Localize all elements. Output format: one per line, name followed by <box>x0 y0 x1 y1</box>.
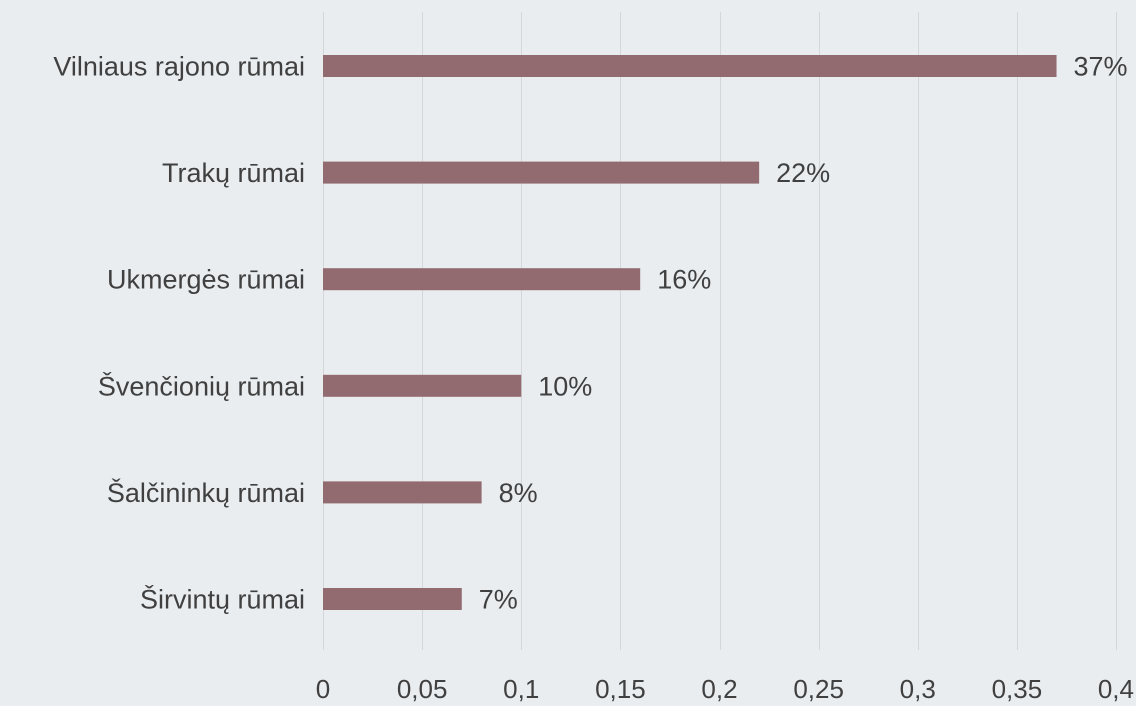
x-tick-label: 0 <box>316 674 330 704</box>
x-tick-label: 0,25 <box>793 674 844 704</box>
data-label: 22% <box>776 158 830 188</box>
category-label: Trakų rūmai <box>162 158 305 188</box>
x-tick-label: 0,4 <box>1098 674 1134 704</box>
data-label: 37% <box>1074 52 1128 82</box>
gridlines <box>323 12 1117 650</box>
bar <box>323 55 1057 77</box>
data-label: 8% <box>499 478 538 508</box>
data-label: 7% <box>479 585 518 615</box>
category-label: Šalčininkų rūmai <box>107 477 305 508</box>
x-tick-label: 0,15 <box>595 674 646 704</box>
bar <box>323 161 760 184</box>
category-labels: Vilniaus rajono rūmai Trakų rūmai Ukmergės… <box>53 52 305 615</box>
x-tick-label: 0,05 <box>397 674 448 704</box>
bar <box>323 374 522 397</box>
category-label: Švenčionių rūmai <box>98 370 305 401</box>
data-labels: 37% 22% 16% 10% 8% 7% <box>479 52 1128 615</box>
x-tick-label: 0,1 <box>503 674 539 704</box>
x-tick-label: 0,35 <box>992 674 1043 704</box>
category-label: Ukmergės rūmai <box>107 265 305 295</box>
bars <box>323 55 1057 610</box>
x-axis-tick-labels: 0 0,05 0,1 0,15 0,2 0,25 0,3 0,35 0,4 <box>316 674 1134 704</box>
category-label: Širvintų rūmai <box>140 584 305 615</box>
bar <box>323 588 462 610</box>
bar <box>323 268 641 291</box>
x-tick-label: 0,3 <box>900 674 936 704</box>
x-tick-label: 0,2 <box>701 674 737 704</box>
category-label: Vilniaus rajono rūmai <box>53 52 305 82</box>
data-label: 16% <box>657 265 711 295</box>
data-label: 10% <box>538 371 592 401</box>
bar <box>323 481 482 504</box>
